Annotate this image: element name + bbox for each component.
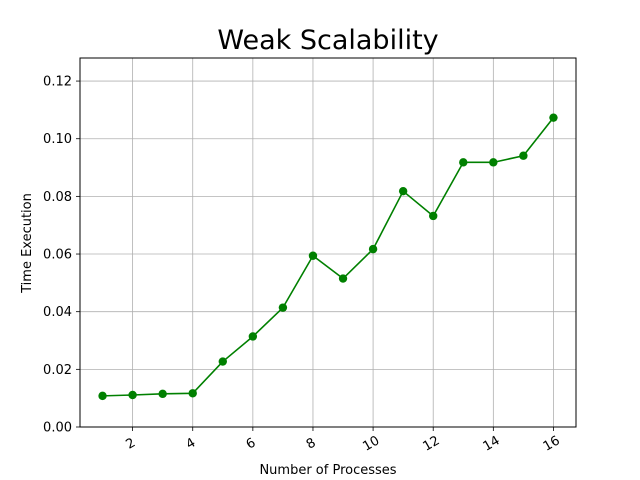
x-tick-label: 14: [481, 433, 503, 454]
data-point: [98, 391, 107, 401]
chart-title: Weak Scalability: [217, 25, 438, 56]
y-tick-label: 0.06: [43, 248, 72, 263]
data-point: [398, 186, 408, 196]
y-tick-label: 0.04: [43, 305, 72, 320]
x-tick-label: 10: [360, 433, 382, 454]
data-point: [218, 357, 227, 366]
series-line-layer: [102, 117, 555, 397]
y-axis-ticks: 0.00 0.02 0.04 0.06 0.08 0.10 0.12: [43, 75, 80, 436]
grid: [80, 58, 576, 428]
plot-area-frame: [79, 57, 577, 428]
y-axis-label: Time Execution: [20, 193, 35, 294]
data-point: [549, 113, 558, 122]
data-point: [128, 390, 137, 400]
x-tick-label: 12: [421, 433, 443, 454]
data-point: [368, 244, 378, 254]
y-tick-label: 0.00: [43, 421, 72, 436]
data-point: [459, 158, 468, 167]
data-point: [158, 389, 167, 399]
y-tick-label: 0.10: [43, 132, 72, 147]
x-axis-label: Number of Processes: [259, 463, 396, 478]
data-point: [188, 389, 197, 398]
data-point: [308, 251, 318, 260]
data-point: [278, 303, 288, 312]
data-point: [338, 274, 348, 283]
y-tick-label: 0.08: [43, 190, 72, 205]
y-tick-label: 0.02: [43, 363, 72, 378]
x-tick-label: 16: [541, 433, 563, 454]
data-point: [429, 211, 438, 221]
data-point: [248, 332, 258, 341]
y-tick-label: 0.12: [43, 75, 72, 90]
data-points: [98, 113, 558, 401]
data-point: [519, 151, 528, 160]
data-point: [489, 158, 498, 167]
series-line: [102, 117, 555, 397]
